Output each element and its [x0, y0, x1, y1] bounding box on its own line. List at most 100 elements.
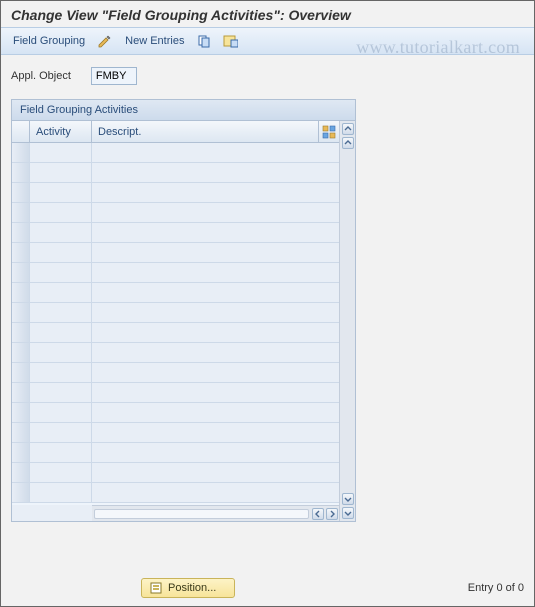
row-selector[interactable]: [12, 363, 30, 382]
toolbar: Field Grouping New Entries: [1, 27, 534, 55]
table-row: [12, 143, 339, 163]
scroll-right-icon[interactable]: [326, 508, 338, 520]
table-row: [12, 423, 339, 443]
activity-cell[interactable]: [30, 263, 92, 282]
row-selector[interactable]: [12, 483, 30, 502]
table-row: [12, 403, 339, 423]
row-selector[interactable]: [12, 343, 30, 362]
description-cell[interactable]: [92, 443, 339, 462]
description-cell[interactable]: [92, 183, 339, 202]
activity-cell[interactable]: [30, 423, 92, 442]
appl-object-input[interactable]: FMBY: [91, 67, 137, 85]
activity-cell[interactable]: [30, 243, 92, 262]
description-cell[interactable]: [92, 243, 339, 262]
column-activity[interactable]: Activity: [30, 121, 92, 142]
description-cell[interactable]: [92, 303, 339, 322]
row-selector[interactable]: [12, 383, 30, 402]
row-selector[interactable]: [12, 223, 30, 242]
position-button[interactable]: Position...: [141, 578, 235, 598]
group-title: Field Grouping Activities: [12, 100, 355, 121]
vertical-scrollbar[interactable]: [339, 121, 355, 521]
field-grouping-button[interactable]: Field Grouping: [9, 33, 89, 49]
activity-cell[interactable]: [30, 463, 92, 482]
row-selector[interactable]: [12, 423, 30, 442]
table-row: [12, 323, 339, 343]
activity-cell[interactable]: [30, 443, 92, 462]
horizontal-scrollbar[interactable]: [92, 505, 339, 521]
content-area: Appl. Object FMBY Field Grouping Activit…: [1, 55, 534, 528]
activity-cell[interactable]: [30, 323, 92, 342]
table-row: [12, 463, 339, 483]
activity-cell[interactable]: [30, 203, 92, 222]
activity-cell[interactable]: [30, 283, 92, 302]
position-button-label: Position...: [168, 582, 216, 594]
scroll-down-icon[interactable]: [342, 493, 354, 505]
description-cell[interactable]: [92, 323, 339, 342]
row-selector[interactable]: [12, 163, 30, 182]
field-grouping-activities-box: Field Grouping Activities Activity Descr…: [11, 99, 356, 522]
description-cell[interactable]: [92, 223, 339, 242]
appl-object-row: Appl. Object FMBY: [11, 67, 524, 85]
row-selector[interactable]: [12, 463, 30, 482]
scroll-up-icon[interactable]: [342, 137, 354, 149]
description-cell[interactable]: [92, 143, 339, 162]
activity-cell[interactable]: [30, 483, 92, 502]
edit-icon[interactable]: [95, 32, 115, 50]
description-cell[interactable]: [92, 383, 339, 402]
description-cell[interactable]: [92, 203, 339, 222]
table-row: [12, 363, 339, 383]
description-cell[interactable]: [92, 403, 339, 422]
table-row: [12, 303, 339, 323]
activity-cell[interactable]: [30, 143, 92, 162]
position-icon: [150, 582, 162, 594]
row-selector[interactable]: [12, 443, 30, 462]
table-header: Activity Descript.: [12, 121, 339, 143]
description-cell[interactable]: [92, 343, 339, 362]
description-cell[interactable]: [92, 363, 339, 382]
description-cell[interactable]: [92, 423, 339, 442]
activity-cell[interactable]: [30, 223, 92, 242]
table-row: [12, 243, 339, 263]
scroll-left-icon[interactable]: [312, 508, 324, 520]
activity-cell[interactable]: [30, 303, 92, 322]
row-selector[interactable]: [12, 203, 30, 222]
row-selector[interactable]: [12, 263, 30, 282]
appl-object-label: Appl. Object: [11, 70, 71, 82]
footer: Position... Entry 0 of 0: [11, 578, 524, 598]
variant-icon[interactable]: [220, 32, 240, 50]
activity-cell[interactable]: [30, 343, 92, 362]
activity-cell[interactable]: [30, 183, 92, 202]
new-entries-button[interactable]: New Entries: [121, 33, 188, 49]
row-selector[interactable]: [12, 283, 30, 302]
table-row: [12, 163, 339, 183]
entry-count-text: Entry 0 of 0: [468, 582, 524, 594]
row-selector[interactable]: [12, 243, 30, 262]
description-cell[interactable]: [92, 283, 339, 302]
horizontal-scrollbar-track[interactable]: [94, 509, 309, 519]
description-cell[interactable]: [92, 163, 339, 182]
vertical-scrollbar-track[interactable]: [340, 151, 355, 491]
table-body: [12, 143, 339, 505]
activity-cell[interactable]: [30, 403, 92, 422]
scroll-top-icon[interactable]: [342, 123, 354, 135]
copy-icon[interactable]: [194, 32, 214, 50]
description-cell[interactable]: [92, 463, 339, 482]
activity-cell[interactable]: [30, 383, 92, 402]
table-row: [12, 263, 339, 283]
description-cell[interactable]: [92, 263, 339, 282]
activity-cell[interactable]: [30, 363, 92, 382]
row-selector[interactable]: [12, 403, 30, 422]
description-cell[interactable]: [92, 483, 339, 502]
row-selector[interactable]: [12, 143, 30, 162]
row-selector[interactable]: [12, 183, 30, 202]
page-title: Change View "Field Grouping Activities":…: [1, 1, 534, 27]
activity-cell[interactable]: [30, 163, 92, 182]
select-all-header[interactable]: [12, 121, 30, 142]
table-row: [12, 343, 339, 363]
table-config-icon[interactable]: [319, 121, 339, 142]
column-description[interactable]: Descript.: [92, 121, 319, 142]
scroll-bottom-icon[interactable]: [342, 507, 354, 519]
row-selector[interactable]: [12, 323, 30, 342]
table-row: [12, 483, 339, 503]
row-selector[interactable]: [12, 303, 30, 322]
